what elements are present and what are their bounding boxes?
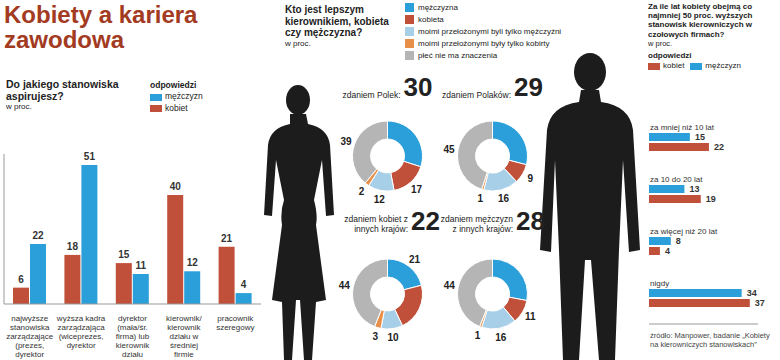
- html-text:zdaniem Polek:: zdaniem Polek:: [342, 89, 401, 100]
- svg-text:51: 51: [84, 151, 96, 162]
- html-text:źródło: Manpower, badanie „Kob: źródło: Manpower, badanie „Kobiety na ki…: [650, 331, 770, 349]
- html-text:moimi przełożonymi były tylko: moimi przełożonymi były tylko kobirty: [418, 39, 550, 48]
- svg-text:nigdy: nigdy: [650, 279, 669, 288]
- svg-text:21: 21: [221, 233, 233, 244]
- svg-text:wyższa kadrazarządzająca(wicep: wyższa kadrazarządzająca(wiceprezes,dyre…: [56, 314, 106, 350]
- svg-text:37: 37: [755, 298, 765, 308]
- svg-text:1: 1: [477, 193, 483, 204]
- svg-text:pracownikszeregowy: pracownikszeregowy: [216, 314, 254, 332]
- svg-text:40: 40: [170, 181, 182, 192]
- html-text:moimi przełożonymi byli tylko: moimi przełożonymi byli tylko mężczyźni: [418, 27, 562, 36]
- svg-text:44: 44: [444, 280, 456, 291]
- html-text:płeć nie ma znaczenia: płeć nie ma znaczenia: [418, 51, 498, 60]
- html-text:Kto jest lepszym kierownikiem,: Kto jest lepszym kierownikiem, kobieta c…: [285, 4, 389, 38]
- html-text:mężczyzn: mężczyzn: [705, 61, 741, 71]
- svg-text:22: 22: [32, 230, 44, 241]
- html-text:30: 30: [403, 72, 433, 102]
- svg-text:18: 18: [67, 241, 79, 252]
- html-text:zdaniem mężczyzn z innych kraj: zdaniem mężczyzn z innych krajów:: [440, 214, 514, 234]
- svg-text:45: 45: [443, 144, 455, 155]
- svg-text:12: 12: [374, 194, 386, 205]
- svg-text:11: 11: [136, 260, 147, 271]
- svg-text:dyrektor(mała/śr.firma) lubkie: dyrektor(mała/śr.firma) lubkierownikdzia…: [116, 314, 150, 359]
- svg-text:34: 34: [747, 288, 757, 298]
- html-text:kobieta: kobieta: [418, 15, 444, 24]
- svg-text:22: 22: [714, 142, 724, 152]
- svg-text:4: 4: [665, 246, 670, 256]
- html-text:29: 29: [514, 72, 543, 102]
- svg-text:17: 17: [411, 184, 423, 195]
- svg-text:6: 6: [18, 274, 24, 285]
- html-text:kobiet: kobiet: [663, 61, 685, 71]
- svg-text:za mniej niż 10 lat: za mniej niż 10 lat: [650, 123, 715, 132]
- html-text:mężczyzna: mężczyzna: [418, 3, 458, 12]
- html-text:28: 28: [516, 206, 545, 236]
- svg-text:21: 21: [409, 254, 421, 265]
- svg-text:10: 10: [387, 332, 399, 343]
- svg-text:za więcej niż 20 lat: za więcej niż 20 lat: [650, 227, 718, 236]
- html-text:Kobiety a kariera zawodowa: Kobiety a kariera zawodowa: [4, 1, 198, 54]
- html-text:kobiet: kobiet: [165, 102, 188, 113]
- svg-text:za 10 do 20 lat: za 10 do 20 lat: [650, 175, 703, 184]
- html-text:mężczyzn: mężczyzn: [165, 91, 203, 102]
- svg-text:16: 16: [498, 193, 510, 204]
- html-text:w proc.: w proc.: [648, 38, 673, 48]
- svg-text:13: 13: [689, 184, 699, 194]
- svg-text:8: 8: [676, 236, 681, 246]
- svg-text:15: 15: [695, 132, 705, 142]
- svg-text:12: 12: [187, 257, 199, 268]
- html-text:Do jakiego stanowiska aspiruje: Do jakiego stanowiska aspirujesz?: [6, 78, 119, 103]
- svg-text:16: 16: [495, 332, 507, 343]
- html-text:zdaniem kobiet z innych krajów: zdaniem kobiet z innych krajów:: [344, 214, 409, 234]
- svg-text:39: 39: [341, 136, 353, 147]
- svg-text:19: 19: [706, 194, 716, 204]
- svg-text:kierownik/kierownikdziału wśre: kierownik/kierownikdziału wśredniejfirmi…: [166, 314, 202, 359]
- svg-text:2: 2: [359, 186, 365, 197]
- svg-text:najwyższestanowiskazarządzając: najwyższestanowiskazarządzające(prezes,d…: [8, 314, 54, 359]
- svg-text:9: 9: [528, 173, 534, 184]
- svg-text:4: 4: [241, 279, 247, 290]
- svg-text:11: 11: [525, 311, 536, 322]
- svg-text:15: 15: [118, 249, 130, 260]
- html-text:22: 22: [411, 206, 440, 236]
- svg-text:1: 1: [475, 330, 481, 341]
- svg-text:44: 44: [339, 280, 351, 291]
- html-text:odpowiedzi: odpowiedzi: [648, 50, 692, 60]
- html-text:w proc.: w proc.: [6, 102, 32, 112]
- html-text:odpowiedzi: odpowiedzi: [150, 80, 197, 90]
- html-text:zdaniem Polaków:: zdaniem Polaków:: [442, 89, 511, 100]
- svg-text:3: 3: [372, 331, 378, 342]
- html-text:w proc.: w proc.: [285, 38, 311, 48]
- html-text:Za ile lat kobiety obejmą co n: Za ile lat kobiety obejmą co najmniej 50…: [648, 2, 753, 39]
